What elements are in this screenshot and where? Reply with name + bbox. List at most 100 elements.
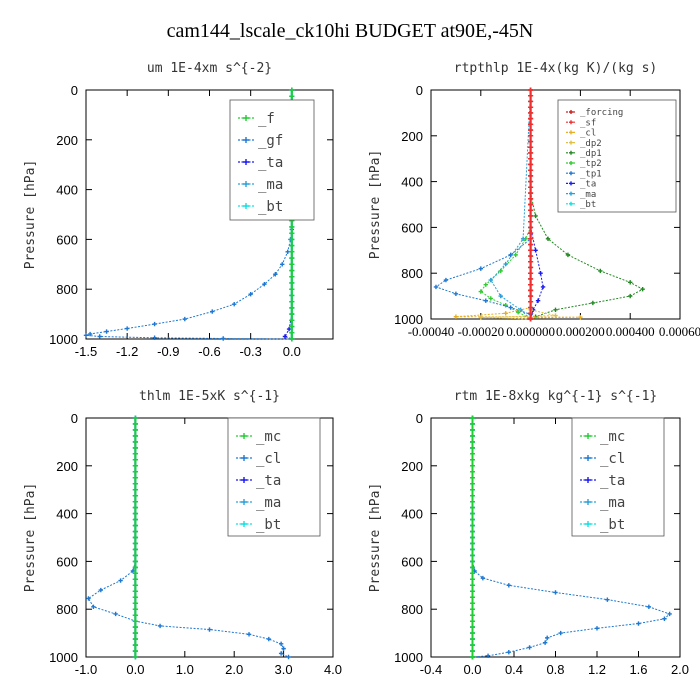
data-point [470,469,475,475]
data-point [528,242,534,248]
data-point [470,529,475,535]
y-tick-label: 400 [56,507,78,522]
data-point [104,329,109,334]
data-point [470,630,475,636]
data-point [565,252,571,258]
data-point [488,277,493,283]
data-point [533,248,538,253]
legend-marker [569,110,573,114]
data-point [535,298,541,303]
legend: _mc _cl _ta _ma _bt [571,417,665,537]
data-point [528,236,534,242]
data-point [478,289,483,294]
data-point [132,463,138,469]
data-point [132,427,138,433]
x-tick-label: -1.0 [75,662,97,677]
data-point [132,505,138,511]
legend-label: _dp2 [580,139,602,149]
legend-marker [569,161,573,165]
data-point [528,259,534,265]
data-point [470,594,475,600]
data-point [470,421,475,427]
data-point [132,540,138,546]
data-point [598,268,603,274]
data-point [528,299,534,305]
data-point [443,277,449,283]
data-point [289,249,295,255]
legend-label: _ta [580,180,596,190]
legend-label: _cl [580,129,596,139]
data-point [528,264,534,270]
x-tick-label: 0.00060 [659,324,700,339]
data-point [545,236,551,242]
data-point [478,315,483,320]
series_tp2 [478,87,533,322]
data-point [508,305,513,310]
data-point [118,578,123,583]
data-point [527,645,532,650]
y-tick-label: 1000 [394,650,423,665]
x-tick-label: 1.2 [588,662,606,677]
legend-box [229,99,315,221]
data-point [528,98,534,104]
data-point [528,156,534,162]
y-tick-label: 400 [56,183,78,198]
data-point [503,261,508,267]
data-point [289,224,295,230]
data-point [132,475,138,481]
y-tick-label: 800 [56,602,78,617]
legend-label: _forcing [580,108,623,118]
legend-marker [241,455,247,461]
data-point [528,293,534,299]
plot-frame [430,89,681,320]
data-point [528,282,534,288]
x-tick-label: -1.5 [75,344,97,359]
data-point [470,636,475,642]
data-point [132,415,138,421]
y-tick-label: 0 [416,411,423,426]
data-point [289,336,295,342]
data-point [273,272,278,277]
x-tick-label: 0.8 [546,662,564,677]
data-point [289,299,295,305]
data-point [289,230,295,236]
data-point [553,313,558,318]
legend-label: _ma [256,495,281,511]
x-tick-label: -1.2 [116,344,138,359]
x-tick-label: -0.00020 [458,324,505,339]
data-point [278,651,284,656]
data-point [506,583,512,588]
legend-marker [569,130,573,135]
data-point [470,648,475,654]
y-tick-label: 200 [401,129,423,144]
x-tick-label: 0.000200 [556,324,605,339]
x-tick-label: 1.0 [176,662,194,677]
series-line_dp2 [480,90,556,320]
legend-label: _dp1 [580,149,602,159]
data-point [132,612,138,618]
legend-marker [585,433,591,439]
data-point [157,623,163,629]
series_sf [528,87,534,322]
data-point [470,552,475,558]
x-tick-label: 0.0 [126,662,144,677]
data-point [132,445,138,451]
data-point [528,139,534,145]
data-point [280,262,285,267]
data-point [248,291,253,297]
data-point [528,219,534,225]
y-tick-label: 0 [71,411,78,426]
data-point [289,268,295,274]
data-point [470,493,475,499]
data-point [506,650,512,655]
legend-label: _bt [600,517,625,533]
data-point [132,451,138,457]
data-point [515,309,521,315]
legend-label: _ta [600,473,625,489]
legend-label: _bt [580,200,596,210]
data-point [513,252,518,258]
series_ma [488,87,533,322]
data-point [470,588,475,594]
legend: _f _gf _ta _ma _bt [229,99,315,221]
data-point [470,570,475,576]
